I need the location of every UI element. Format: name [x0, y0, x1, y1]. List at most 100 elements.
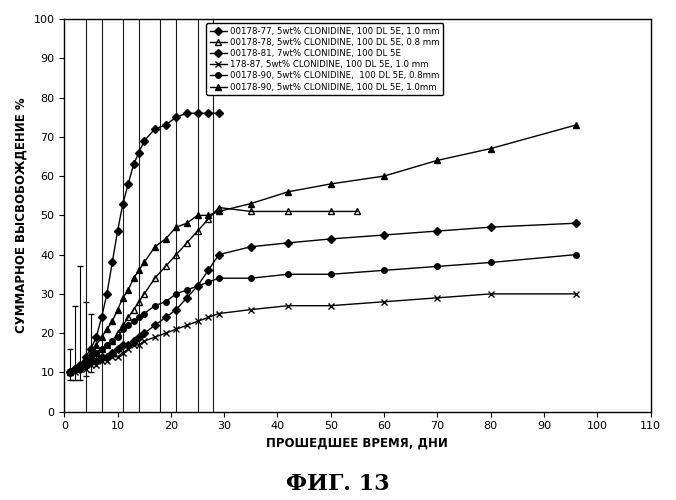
00178-77, 5wt% CLONIDINE, 100 DL 5E, 1.0 mm [108, 350, 116, 356]
00178-81, 7wt% CLONIDINE, 100 DL 5E [193, 110, 201, 116]
00178-90, 5wt% CLONIDINE, 100 DL 5E, 1.0mm [162, 236, 170, 242]
00178-90, 5wt% CLONIDINE, 100 DL 5E, 1.0mm [82, 358, 90, 364]
Text: ФИГ. 13: ФИГ. 13 [286, 473, 390, 495]
X-axis label: ПРОШЕДШЕЕ ВРЕМЯ, ДНИ: ПРОШЕДШЕЕ ВРЕМЯ, ДНИ [266, 437, 448, 450]
00178-78, 5wt% CLONIDINE, 100 DL 5E, 0.8 mm [92, 350, 100, 356]
Line: 00178-90, 5wt% CLONIDINE, 100 DL 5E, 1.0mm: 00178-90, 5wt% CLONIDINE, 100 DL 5E, 1.0… [66, 122, 579, 376]
00178-90, 5wt% CLONIDINE,  100 DL 5E, 0.8mm [183, 287, 191, 293]
00178-78, 5wt% CLONIDINE, 100 DL 5E, 0.8 mm [130, 306, 138, 312]
00178-77, 5wt% CLONIDINE, 100 DL 5E, 1.0 mm [103, 354, 111, 360]
00178-90, 5wt% CLONIDINE,  100 DL 5E, 0.8mm [162, 299, 170, 305]
178-87, 5wt% CLONIDINE, 100 DL 5E, 1.0 mm [572, 291, 580, 297]
178-87, 5wt% CLONIDINE, 100 DL 5E, 1.0 mm [97, 358, 105, 364]
00178-77, 5wt% CLONIDINE, 100 DL 5E, 1.0 mm [66, 370, 74, 376]
00178-78, 5wt% CLONIDINE, 100 DL 5E, 0.8 mm [97, 346, 105, 352]
00178-90, 5wt% CLONIDINE,  100 DL 5E, 0.8mm [97, 346, 105, 352]
Line: 00178-78, 5wt% CLONIDINE, 100 DL 5E, 0.8 mm: 00178-78, 5wt% CLONIDINE, 100 DL 5E, 0.8… [66, 204, 361, 376]
178-87, 5wt% CLONIDINE, 100 DL 5E, 1.0 mm [204, 314, 212, 320]
178-87, 5wt% CLONIDINE, 100 DL 5E, 1.0 mm [92, 362, 100, 368]
00178-77, 5wt% CLONIDINE, 100 DL 5E, 1.0 mm [215, 252, 223, 258]
00178-90, 5wt% CLONIDINE, 100 DL 5E, 1.0mm [172, 224, 180, 230]
178-87, 5wt% CLONIDINE, 100 DL 5E, 1.0 mm [327, 302, 335, 308]
00178-77, 5wt% CLONIDINE, 100 DL 5E, 1.0 mm [114, 346, 122, 352]
00178-90, 5wt% CLONIDINE,  100 DL 5E, 0.8mm [103, 342, 111, 348]
Line: 00178-90, 5wt% CLONIDINE,  100 DL 5E, 0.8mm: 00178-90, 5wt% CLONIDINE, 100 DL 5E, 0.8… [67, 252, 579, 375]
00178-90, 5wt% CLONIDINE,  100 DL 5E, 0.8mm [433, 264, 441, 270]
00178-90, 5wt% CLONIDINE, 100 DL 5E, 1.0mm [327, 181, 335, 187]
00178-81, 7wt% CLONIDINE, 100 DL 5E [204, 110, 212, 116]
00178-77, 5wt% CLONIDINE, 100 DL 5E, 1.0 mm [92, 358, 100, 364]
00178-77, 5wt% CLONIDINE, 100 DL 5E, 1.0 mm [183, 295, 191, 301]
00178-81, 7wt% CLONIDINE, 100 DL 5E [66, 370, 74, 376]
00178-90, 5wt% CLONIDINE,  100 DL 5E, 0.8mm [172, 291, 180, 297]
178-87, 5wt% CLONIDINE, 100 DL 5E, 1.0 mm [124, 346, 132, 352]
00178-81, 7wt% CLONIDINE, 100 DL 5E [92, 334, 100, 340]
178-87, 5wt% CLONIDINE, 100 DL 5E, 1.0 mm [66, 370, 74, 376]
178-87, 5wt% CLONIDINE, 100 DL 5E, 1.0 mm [140, 338, 148, 344]
00178-90, 5wt% CLONIDINE,  100 DL 5E, 0.8mm [76, 362, 84, 368]
00178-90, 5wt% CLONIDINE,  100 DL 5E, 0.8mm [71, 366, 79, 372]
00178-78, 5wt% CLONIDINE, 100 DL 5E, 0.8 mm [172, 252, 180, 258]
178-87, 5wt% CLONIDINE, 100 DL 5E, 1.0 mm [114, 354, 122, 360]
00178-90, 5wt% CLONIDINE, 100 DL 5E, 1.0mm [130, 275, 138, 281]
00178-77, 5wt% CLONIDINE, 100 DL 5E, 1.0 mm [433, 228, 441, 234]
Line: 00178-81, 7wt% CLONIDINE, 100 DL 5E: 00178-81, 7wt% CLONIDINE, 100 DL 5E [67, 110, 222, 375]
00178-90, 5wt% CLONIDINE, 100 DL 5E, 1.0mm [204, 212, 212, 218]
00178-90, 5wt% CLONIDINE, 100 DL 5E, 1.0mm [487, 146, 495, 152]
00178-78, 5wt% CLONIDINE, 100 DL 5E, 0.8 mm [87, 354, 95, 360]
00178-90, 5wt% CLONIDINE,  100 DL 5E, 0.8mm [82, 358, 90, 364]
178-87, 5wt% CLONIDINE, 100 DL 5E, 1.0 mm [130, 342, 138, 348]
00178-90, 5wt% CLONIDINE,  100 DL 5E, 0.8mm [572, 252, 580, 258]
00178-90, 5wt% CLONIDINE,  100 DL 5E, 0.8mm [92, 350, 100, 356]
00178-90, 5wt% CLONIDINE,  100 DL 5E, 0.8mm [247, 275, 255, 281]
00178-90, 5wt% CLONIDINE, 100 DL 5E, 1.0mm [66, 370, 74, 376]
178-87, 5wt% CLONIDINE, 100 DL 5E, 1.0 mm [87, 362, 95, 368]
00178-81, 7wt% CLONIDINE, 100 DL 5E [183, 110, 191, 116]
00178-81, 7wt% CLONIDINE, 100 DL 5E [119, 200, 127, 206]
178-87, 5wt% CLONIDINE, 100 DL 5E, 1.0 mm [151, 334, 159, 340]
00178-77, 5wt% CLONIDINE, 100 DL 5E, 1.0 mm [87, 358, 95, 364]
00178-81, 7wt% CLONIDINE, 100 DL 5E [135, 150, 143, 156]
00178-90, 5wt% CLONIDINE, 100 DL 5E, 1.0mm [103, 326, 111, 332]
00178-90, 5wt% CLONIDINE,  100 DL 5E, 0.8mm [327, 272, 335, 278]
00178-90, 5wt% CLONIDINE, 100 DL 5E, 1.0mm [151, 244, 159, 250]
00178-81, 7wt% CLONIDINE, 100 DL 5E [130, 162, 138, 168]
00178-78, 5wt% CLONIDINE, 100 DL 5E, 0.8 mm [327, 208, 335, 214]
00178-77, 5wt% CLONIDINE, 100 DL 5E, 1.0 mm [247, 244, 255, 250]
00178-78, 5wt% CLONIDINE, 100 DL 5E, 0.8 mm [135, 299, 143, 305]
00178-81, 7wt% CLONIDINE, 100 DL 5E [87, 346, 95, 352]
00178-81, 7wt% CLONIDINE, 100 DL 5E [124, 181, 132, 187]
00178-90, 5wt% CLONIDINE, 100 DL 5E, 1.0mm [114, 306, 122, 312]
00178-78, 5wt% CLONIDINE, 100 DL 5E, 0.8 mm [71, 366, 79, 372]
00178-77, 5wt% CLONIDINE, 100 DL 5E, 1.0 mm [572, 220, 580, 226]
00178-77, 5wt% CLONIDINE, 100 DL 5E, 1.0 mm [487, 224, 495, 230]
00178-90, 5wt% CLONIDINE, 100 DL 5E, 1.0mm [108, 318, 116, 324]
00178-77, 5wt% CLONIDINE, 100 DL 5E, 1.0 mm [204, 268, 212, 274]
178-87, 5wt% CLONIDINE, 100 DL 5E, 1.0 mm [71, 370, 79, 376]
00178-81, 7wt% CLONIDINE, 100 DL 5E [162, 122, 170, 128]
00178-77, 5wt% CLONIDINE, 100 DL 5E, 1.0 mm [76, 366, 84, 372]
00178-90, 5wt% CLONIDINE,  100 DL 5E, 0.8mm [124, 322, 132, 328]
178-87, 5wt% CLONIDINE, 100 DL 5E, 1.0 mm [284, 302, 292, 308]
178-87, 5wt% CLONIDINE, 100 DL 5E, 1.0 mm [103, 358, 111, 364]
00178-90, 5wt% CLONIDINE, 100 DL 5E, 1.0mm [247, 200, 255, 206]
00178-81, 7wt% CLONIDINE, 100 DL 5E [108, 260, 116, 266]
00178-90, 5wt% CLONIDINE, 100 DL 5E, 1.0mm [71, 366, 79, 372]
00178-77, 5wt% CLONIDINE, 100 DL 5E, 1.0 mm [135, 334, 143, 340]
178-87, 5wt% CLONIDINE, 100 DL 5E, 1.0 mm [380, 299, 388, 305]
00178-81, 7wt% CLONIDINE, 100 DL 5E [97, 314, 105, 320]
178-87, 5wt% CLONIDINE, 100 DL 5E, 1.0 mm [108, 354, 116, 360]
00178-90, 5wt% CLONIDINE, 100 DL 5E, 1.0mm [76, 362, 84, 368]
00178-77, 5wt% CLONIDINE, 100 DL 5E, 1.0 mm [162, 314, 170, 320]
00178-90, 5wt% CLONIDINE,  100 DL 5E, 0.8mm [140, 310, 148, 316]
00178-90, 5wt% CLONIDINE,  100 DL 5E, 0.8mm [87, 354, 95, 360]
00178-77, 5wt% CLONIDINE, 100 DL 5E, 1.0 mm [284, 240, 292, 246]
00178-90, 5wt% CLONIDINE, 100 DL 5E, 1.0mm [119, 295, 127, 301]
178-87, 5wt% CLONIDINE, 100 DL 5E, 1.0 mm [193, 318, 201, 324]
00178-81, 7wt% CLONIDINE, 100 DL 5E [71, 366, 79, 372]
00178-78, 5wt% CLONIDINE, 100 DL 5E, 0.8 mm [76, 362, 84, 368]
00178-81, 7wt% CLONIDINE, 100 DL 5E [151, 126, 159, 132]
00178-77, 5wt% CLONIDINE, 100 DL 5E, 1.0 mm [140, 330, 148, 336]
00178-77, 5wt% CLONIDINE, 100 DL 5E, 1.0 mm [130, 338, 138, 344]
00178-77, 5wt% CLONIDINE, 100 DL 5E, 1.0 mm [380, 232, 388, 238]
